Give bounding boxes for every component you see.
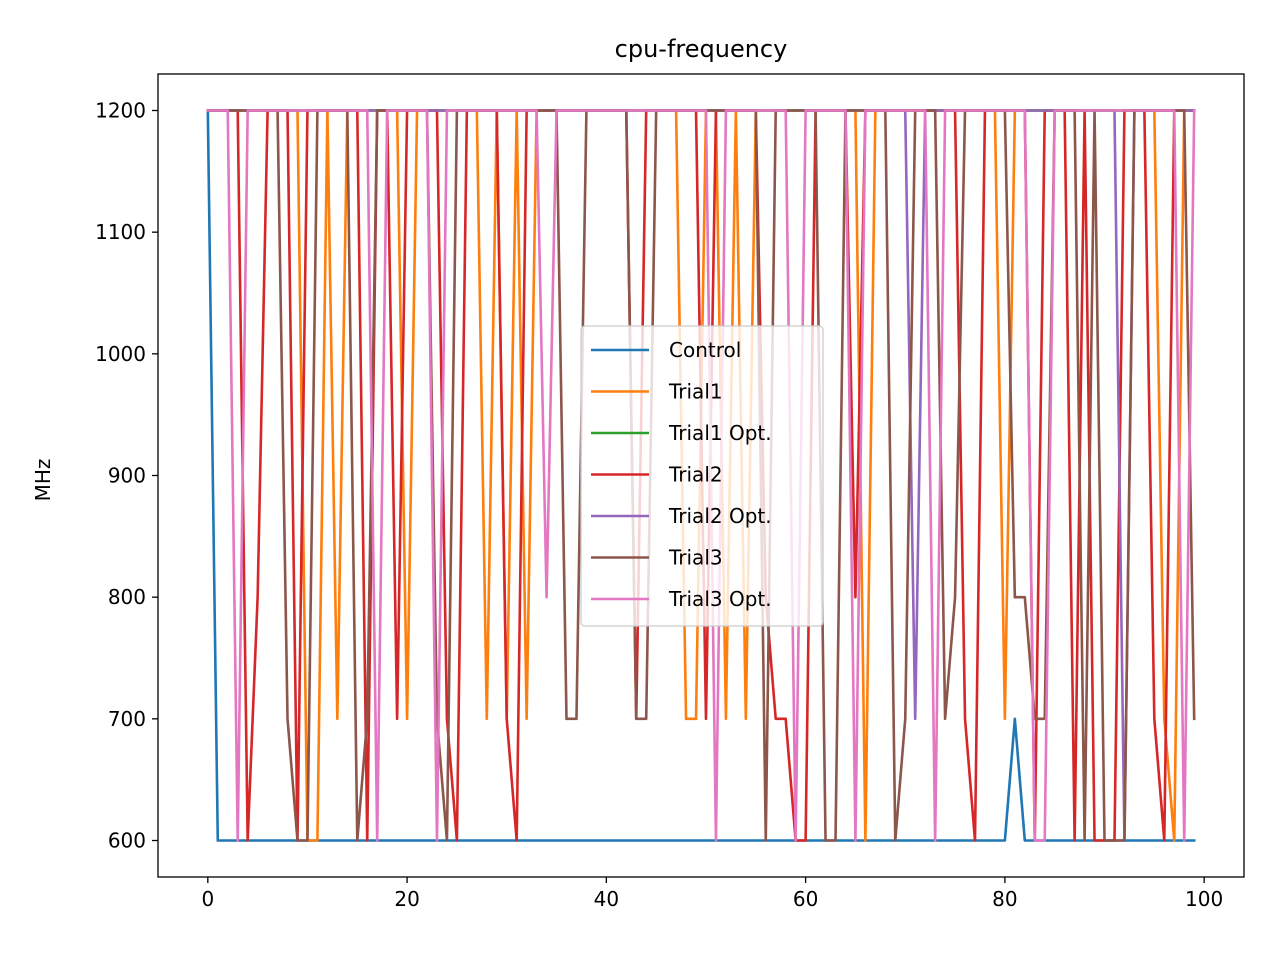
legend-label: Trial1 Opt. <box>668 421 772 445</box>
x-tick-label: 20 <box>394 887 419 911</box>
x-tick-label: 40 <box>594 887 619 911</box>
legend-label: Trial1 <box>668 380 723 404</box>
legend-label: Trial3 <box>668 546 723 570</box>
legend: Control Trial1 Trial1 Opt. Trial2 Trial2 Opt… <box>580 325 824 627</box>
legend-label: Trial2 <box>668 463 723 487</box>
legend-label: Control <box>669 338 741 362</box>
y-axis-label: MHz <box>31 459 55 502</box>
series-line-trial3-opt <box>206 109 1196 842</box>
legend-label: Trial2 Opt. <box>668 504 772 528</box>
plot-frame <box>157 73 1245 878</box>
y-tick-label: 800 <box>108 585 146 609</box>
y-tick-label: 700 <box>108 707 146 731</box>
chart-title: cpu-frequency <box>615 35 788 63</box>
y-tick-label: 1000 <box>95 342 146 366</box>
x-axis: 0 20 40 60 80 100 <box>201 877 1223 911</box>
legend-box <box>580 325 824 627</box>
y-tick-label: 600 <box>108 829 146 853</box>
x-tick-label: 80 <box>992 887 1017 911</box>
x-tick-label: 60 <box>793 887 818 911</box>
x-tick-label: 100 <box>1185 887 1223 911</box>
y-tick-label: 900 <box>108 464 146 488</box>
y-tick-label: 1200 <box>95 99 146 123</box>
y-axis: 600 700 800 900 1000 1100 1200 <box>95 99 158 853</box>
series-line-control <box>206 109 1196 842</box>
legend-label: Trial3 Opt. <box>668 587 772 611</box>
y-tick-label: 1100 <box>95 220 146 244</box>
x-tick-label: 0 <box>201 887 214 911</box>
